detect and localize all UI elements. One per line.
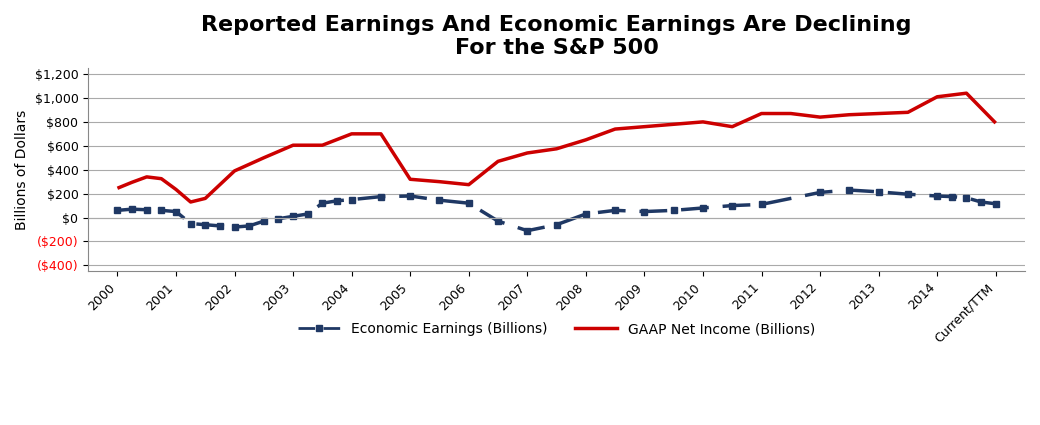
Legend: Economic Earnings (Billions), GAAP Net Income (Billions): Economic Earnings (Billions), GAAP Net I… [292, 317, 821, 342]
Y-axis label: Billions of Dollars: Billions of Dollars [15, 110, 29, 230]
Title: Reported Earnings And Economic Earnings Are Declining
For the S&P 500: Reported Earnings And Economic Earnings … [202, 15, 912, 58]
